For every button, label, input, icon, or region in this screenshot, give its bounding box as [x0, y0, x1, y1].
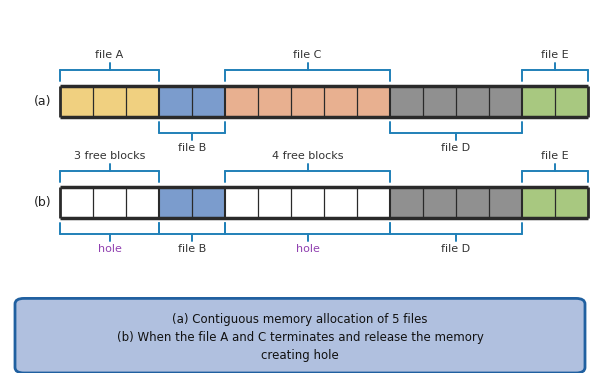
Bar — [60, 86, 588, 117]
Bar — [390, 86, 522, 117]
Text: (a) Contiguous memory allocation of 5 files: (a) Contiguous memory allocation of 5 fi… — [172, 313, 428, 326]
Bar — [60, 186, 588, 218]
Text: file D: file D — [442, 244, 470, 254]
Text: 3 free blocks: 3 free blocks — [74, 151, 145, 161]
Text: hole: hole — [296, 244, 319, 254]
Bar — [159, 86, 225, 117]
Text: 4 free blocks: 4 free blocks — [272, 151, 343, 161]
Bar — [522, 86, 588, 117]
Bar — [522, 186, 588, 218]
Bar — [60, 186, 159, 218]
Text: file E: file E — [541, 151, 569, 161]
Text: file E: file E — [541, 50, 569, 60]
Text: file A: file A — [95, 50, 124, 60]
Text: file B: file B — [178, 244, 206, 254]
Text: (b): (b) — [34, 196, 51, 209]
Text: (a): (a) — [34, 95, 51, 108]
Text: creating hole: creating hole — [261, 350, 339, 363]
Text: (b) When the file A and C terminates and release the memory: (b) When the file A and C terminates and… — [116, 331, 484, 344]
Bar — [225, 86, 390, 117]
Text: file C: file C — [293, 50, 322, 60]
FancyBboxPatch shape — [15, 298, 585, 373]
Bar — [390, 186, 522, 218]
Text: file B: file B — [178, 143, 206, 153]
Bar — [60, 86, 159, 117]
Text: file D: file D — [442, 143, 470, 153]
Bar — [159, 186, 225, 218]
Bar — [225, 186, 390, 218]
Text: hole: hole — [98, 244, 121, 254]
